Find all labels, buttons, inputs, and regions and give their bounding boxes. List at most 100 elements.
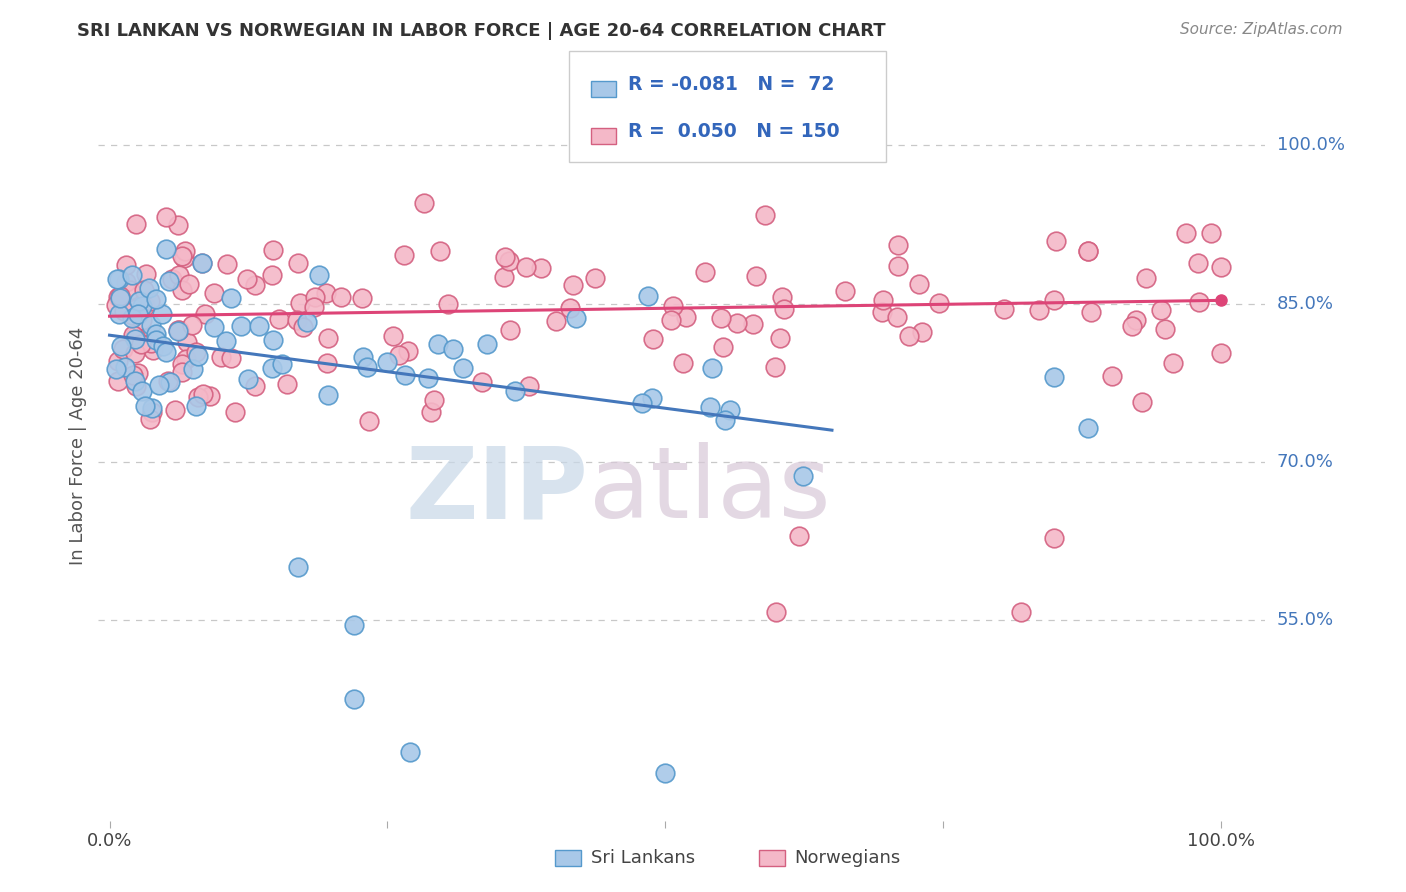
Point [215,334,238,348]
Point [170,357,193,371]
Point [343,618,366,632]
Point [352,350,374,364]
Point [112,304,135,318]
Point [1045,234,1067,248]
Point [387,348,409,362]
Point [118,283,141,297]
Point [236,272,259,286]
Point [287,560,309,574]
Point [145,333,167,347]
Point [127,307,149,321]
Point [121,308,143,322]
Point [394,368,416,382]
Point [124,375,146,389]
Point [134,283,156,297]
Point [711,339,734,353]
Point [115,258,138,272]
Point [152,339,174,353]
Point [124,346,146,360]
Point [155,344,177,359]
Point [191,256,214,270]
Point [718,403,741,417]
Point [122,368,145,382]
Point [173,244,195,259]
Point [139,318,162,333]
Point [1043,293,1066,307]
Point [908,277,931,291]
Point [110,339,132,353]
Text: 55.0%: 55.0% [1277,611,1334,629]
Point [219,351,242,365]
Point [260,361,283,376]
Point [125,379,148,393]
Point [262,268,284,283]
Point [167,323,190,337]
Point [1121,319,1143,334]
Point [114,276,136,290]
Point [375,355,398,369]
Point [112,342,135,356]
Point [769,331,792,345]
Point [700,360,723,375]
Point [288,296,311,310]
Point [124,329,146,343]
Point [765,605,787,619]
Point [134,400,156,414]
Point [441,343,464,357]
Point [654,766,676,780]
Point [184,400,207,414]
Point [125,217,148,231]
Point [215,257,238,271]
Point [271,357,294,371]
Point [107,290,129,304]
Point [221,291,243,305]
Point [148,378,170,392]
Point [139,293,162,308]
Point [145,292,167,306]
Point [108,272,131,286]
Point [121,328,143,343]
Point [398,745,420,759]
Point [641,391,664,405]
Point [426,337,449,351]
Point [186,344,208,359]
Point [886,259,908,273]
Point [1043,531,1066,545]
Point [329,290,352,304]
Point [124,332,146,346]
Point [276,376,298,391]
Point [392,248,415,262]
Point [209,351,232,365]
Point [886,310,908,324]
Text: 85.0%: 85.0% [1277,294,1333,312]
Point [262,243,284,257]
Point [382,328,405,343]
Point [745,268,768,283]
Point [1101,368,1123,383]
Point [304,290,326,304]
Point [754,208,776,222]
Point [1188,294,1211,309]
Point [710,310,733,325]
Point [1125,313,1147,327]
Point [129,336,152,351]
Point [562,277,585,292]
Text: ZIP: ZIP [406,442,589,540]
Point [114,359,136,374]
Point [503,384,526,399]
Point [141,336,163,351]
Point [173,251,195,265]
Point [494,270,516,285]
Point [1130,394,1153,409]
Point [194,307,217,321]
Point [191,256,214,270]
Point [139,411,162,425]
Text: Source: ZipAtlas.com: Source: ZipAtlas.com [1180,22,1343,37]
Point [787,529,810,543]
Point [693,265,716,279]
Point [742,317,765,331]
Point [156,374,179,388]
Point [357,414,380,428]
Point [176,335,198,350]
Point [167,323,190,337]
